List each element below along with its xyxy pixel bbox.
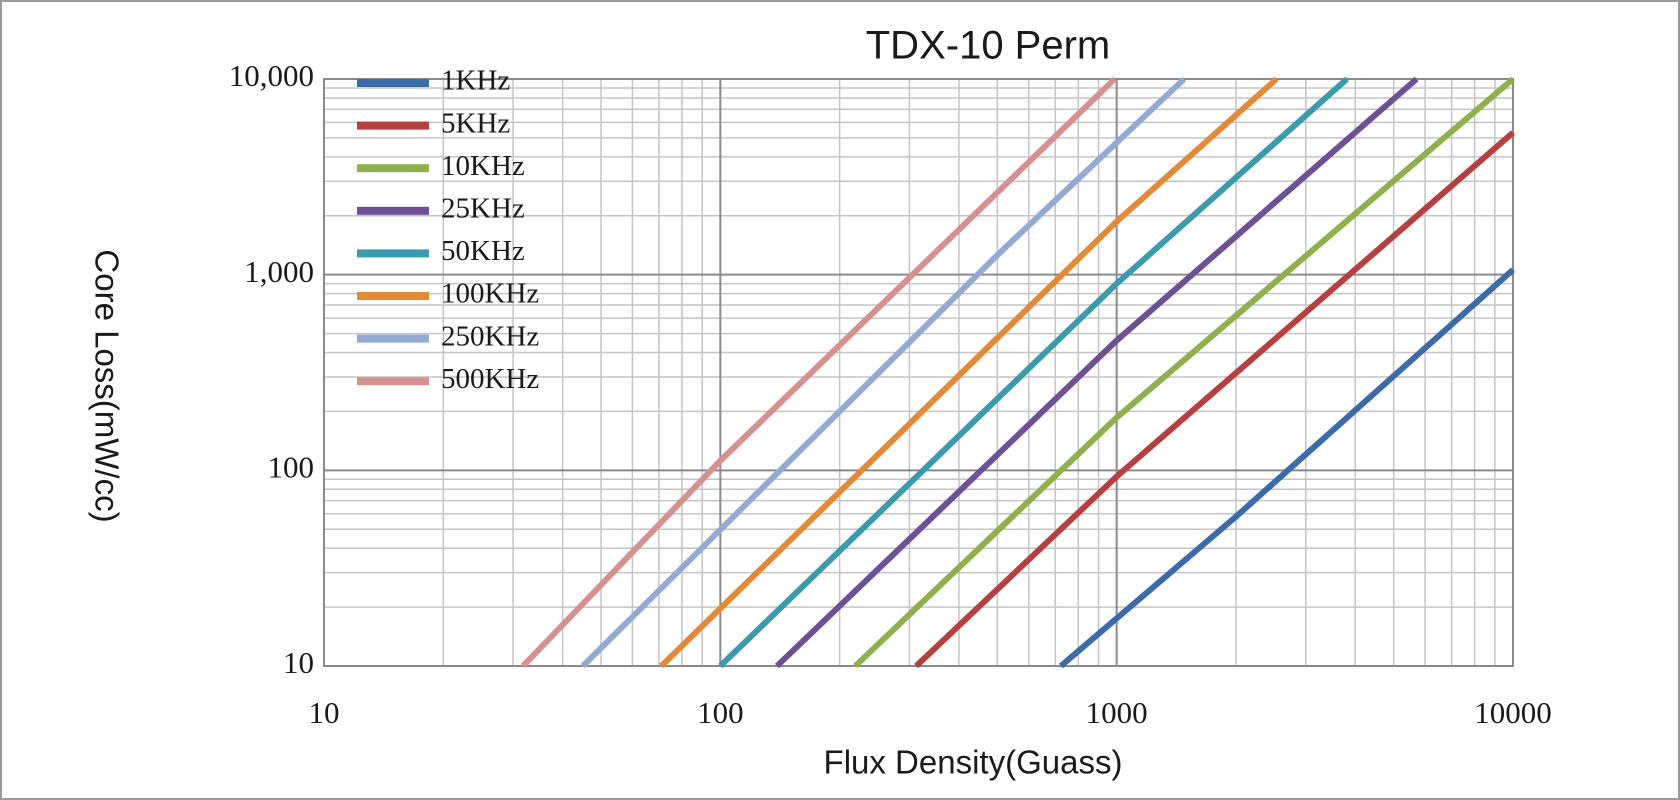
y-tick-label: 100 — [268, 449, 315, 484]
legend-swatch — [357, 121, 429, 130]
legend-swatch — [357, 249, 429, 258]
series-line — [580, 76, 1187, 669]
x-tick-label: 100 — [697, 695, 744, 730]
legend-swatch — [357, 334, 429, 343]
x-tick-label: 10 — [309, 695, 340, 730]
legend-swatch — [357, 292, 429, 300]
y-tick-label: 10 — [283, 645, 314, 680]
x-axis-title: Flux Density(Guass) — [824, 744, 1123, 781]
legend-label: 25KHz — [441, 192, 525, 224]
series-line — [774, 76, 1419, 669]
y-tick-label: 10,000 — [229, 58, 314, 93]
legend-swatch — [357, 79, 429, 87]
chart-title: TDX-10 Perm — [866, 24, 1111, 68]
legend-label: 100KHz — [441, 278, 539, 310]
y-tick-label: 1,000 — [244, 254, 314, 289]
legend-label: 250KHz — [441, 320, 539, 352]
legend-label: 5KHz — [441, 107, 510, 139]
series-line — [659, 76, 1279, 669]
series-line — [718, 76, 1349, 669]
legend-swatch — [357, 206, 429, 215]
y-axis-title: Core Loss(mW/cc) — [88, 249, 125, 522]
legend-swatch — [357, 164, 429, 173]
series-line — [853, 76, 1515, 669]
legend-swatch — [357, 377, 429, 386]
legend-label: 1KHz — [441, 65, 510, 97]
x-tick-label: 1000 — [1086, 695, 1148, 730]
x-tick-label: 10000 — [1474, 695, 1552, 730]
legend-label: 50KHz — [441, 235, 525, 267]
series-line — [1058, 267, 1515, 669]
series-line — [914, 130, 1515, 669]
legend-label: 500KHz — [441, 363, 539, 395]
legend-label: 10KHz — [441, 150, 525, 182]
series-line — [520, 76, 1117, 669]
